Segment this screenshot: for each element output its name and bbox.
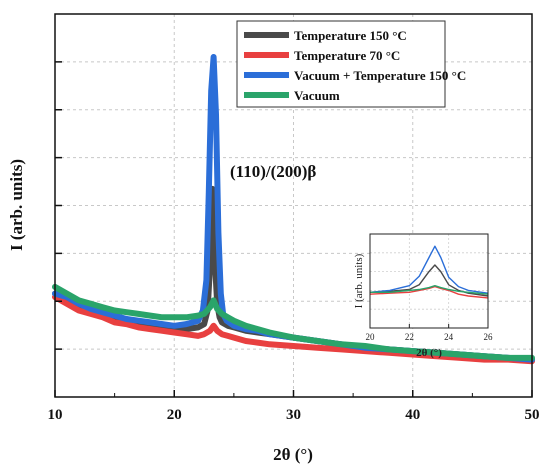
main-x-tick-label: 10 <box>48 407 63 423</box>
main-x-axis-title: 2θ (°) <box>273 445 313 464</box>
legend-label-vacuum: Vacuum <box>294 88 340 103</box>
main-x-tick-label: 30 <box>286 407 301 423</box>
legend-label-vacuum-temperature-150-c: Vacuum + Temperature 150 °C <box>294 68 466 83</box>
inset-x-ticks: 20 22 24 26 <box>366 324 494 342</box>
legend: Temperature 150 °C Temperature 70 °C Vacuu… <box>236 20 466 108</box>
inset-frame <box>369 233 489 329</box>
inset-y-axis-title: I (arb. units) <box>353 253 365 308</box>
inset-x-tick-label: 20 <box>366 332 376 342</box>
main-x-tick-label: 20 <box>167 407 182 423</box>
inset-x-axis-title: 2θ (°) <box>416 347 442 359</box>
legend-label-temperature-70-c: Temperature 70 °C <box>294 48 400 63</box>
inset-x-tick-label: 26 <box>484 332 494 342</box>
inset-chart: 20 22 24 26 2θ (°) I (arb. units) <box>353 233 494 359</box>
main-y-ticks <box>55 61 62 350</box>
main-y-axis-title: I (arb. units) <box>7 159 26 251</box>
main-x-tick-label: 40 <box>405 407 420 423</box>
inset-x-tick-label: 22 <box>405 332 414 342</box>
inset-background <box>370 234 488 328</box>
peak-annotation: (110)/(200)β <box>230 162 316 181</box>
main-series <box>52 54 535 365</box>
inset-series-line-vacuum-temperature-150-c <box>369 245 489 294</box>
main-x-tick-label: 50 <box>525 407 540 423</box>
series-line-vacuum <box>52 283 535 361</box>
main-x-ticks: 10 20 30 40 50 <box>48 390 540 423</box>
inset-series-line-vacuum <box>370 285 489 295</box>
inset-series <box>369 245 489 299</box>
inset-x-tick-label: 24 <box>444 332 454 342</box>
series-line-temperature-70-c <box>52 294 535 365</box>
inset-series-line-temperature-70-c <box>369 285 489 299</box>
legend-label-temperature-150-c: Temperature 150 °C <box>294 28 407 43</box>
